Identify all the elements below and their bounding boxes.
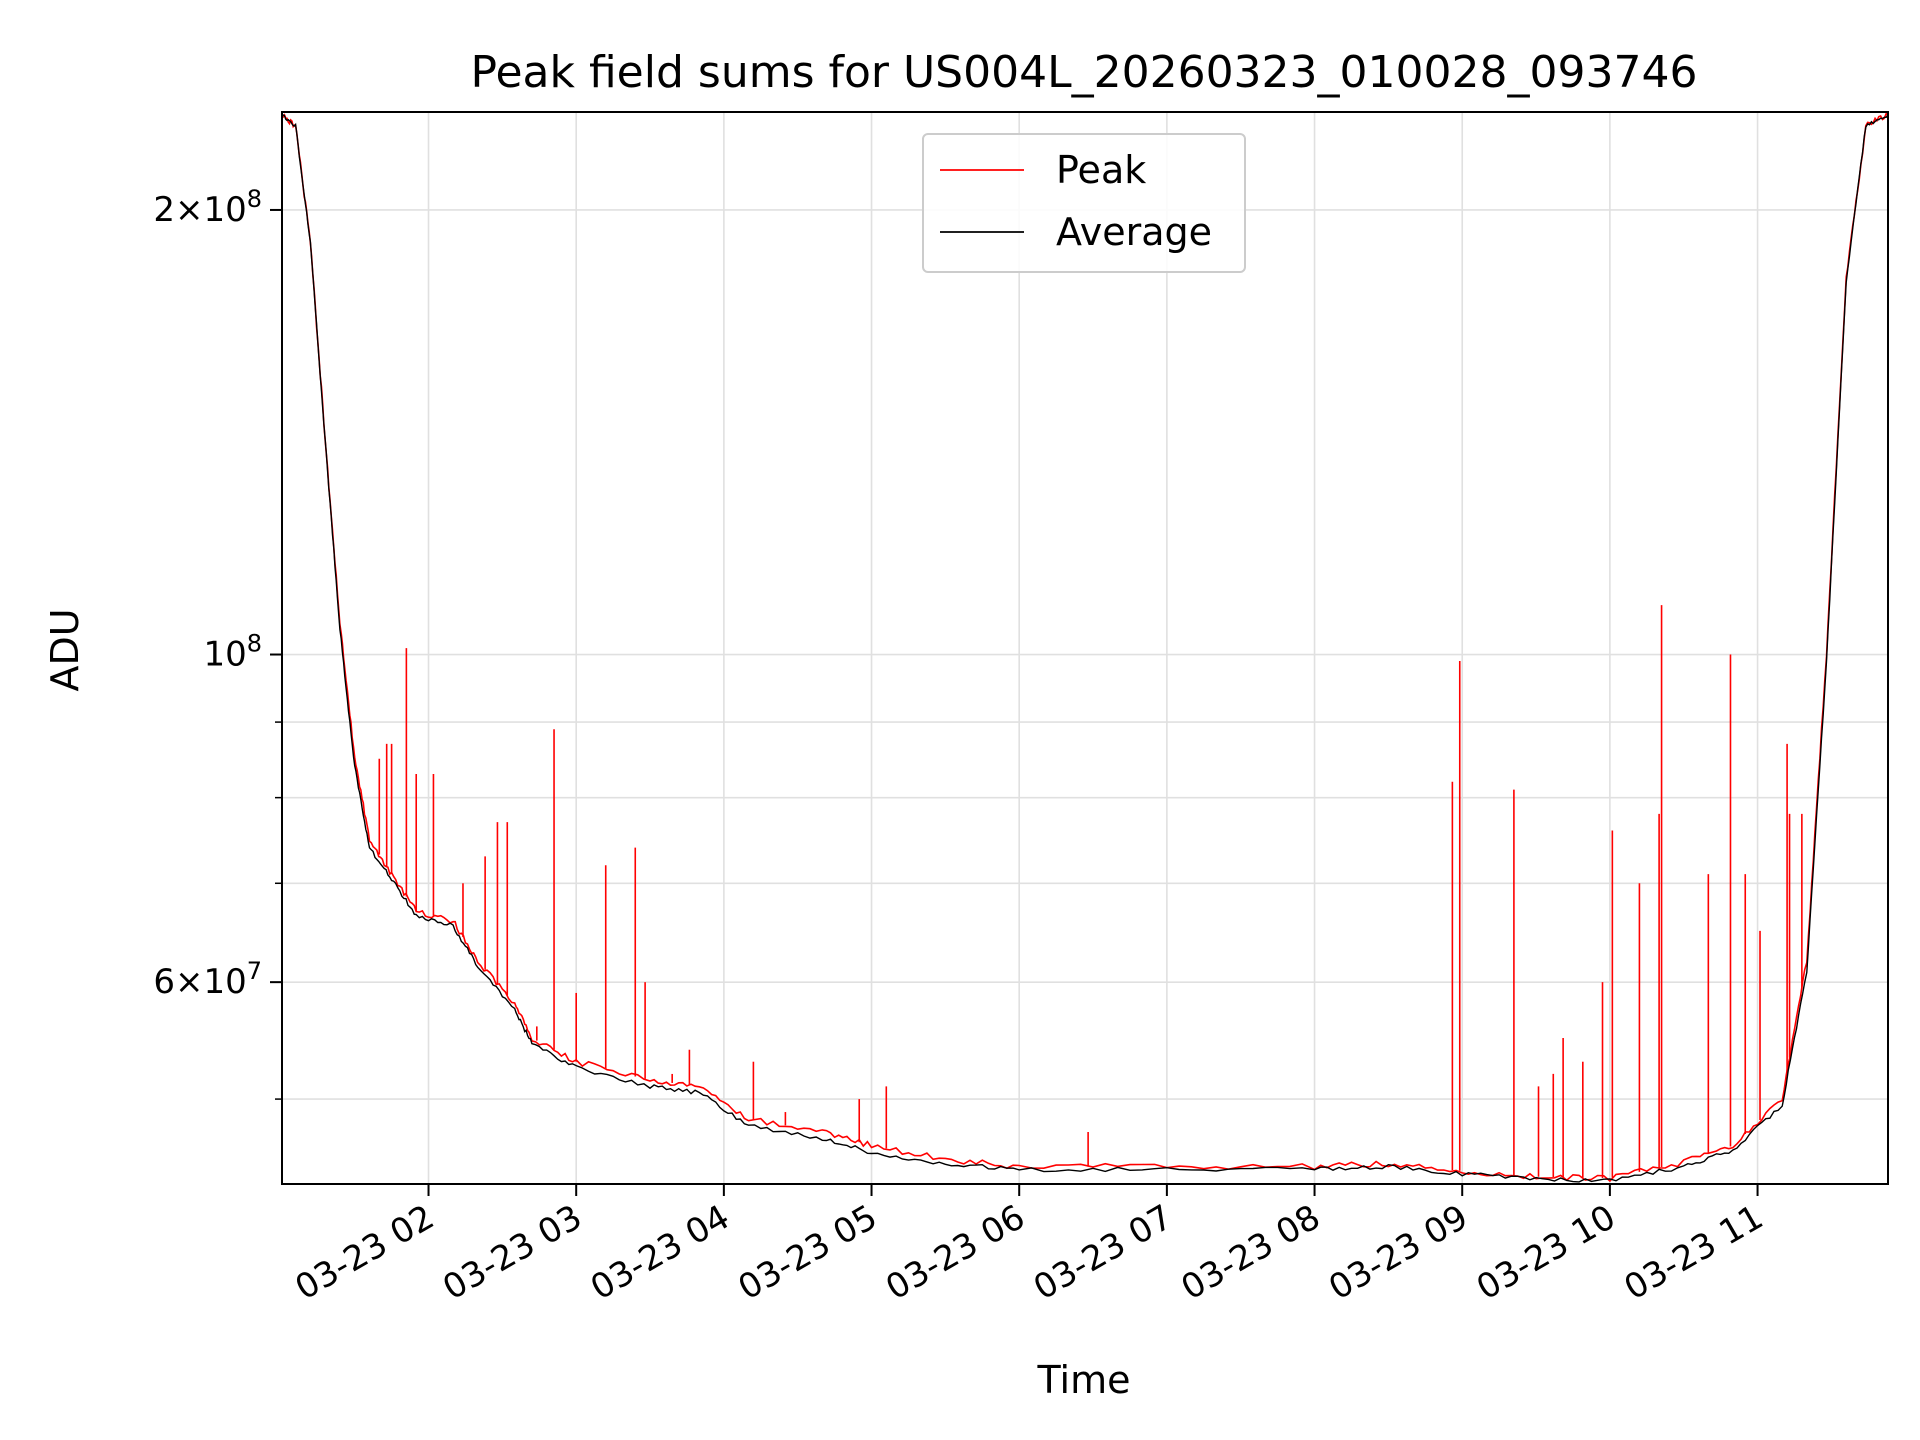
y-tick-label: 108 xyxy=(203,630,262,675)
legend-box xyxy=(922,133,1246,273)
y-tick-label: 2×108 xyxy=(153,185,262,230)
y-tick-label: 6×107 xyxy=(153,957,262,1002)
legend: Peak Average xyxy=(922,133,1246,273)
x-axis-label: Time xyxy=(1037,1358,1131,1402)
chart-title: Peak field sums for US004L_20260323_0100… xyxy=(471,47,1698,98)
peak-series-line xyxy=(282,112,1888,1183)
series-group xyxy=(282,112,1888,1183)
y-axis-label: ADU xyxy=(43,608,87,691)
legend-average-label: Average xyxy=(1056,210,1212,254)
plot-frame xyxy=(281,111,1889,1185)
average-series-line xyxy=(282,113,1888,1183)
legend-peak-label: Peak xyxy=(1056,148,1146,192)
